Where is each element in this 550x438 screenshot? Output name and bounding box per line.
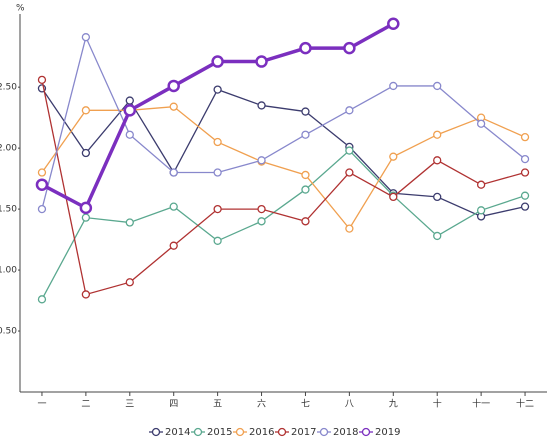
data-point	[37, 168, 47, 177]
data-point	[345, 106, 354, 115]
series-line	[41, 106, 526, 230]
data-point	[257, 204, 266, 214]
data-point	[125, 96, 134, 105]
legend-marker	[193, 427, 203, 437]
y-axis-label: %	[16, 4, 25, 14]
data-point	[213, 137, 222, 147]
data-point	[211, 55, 224, 68]
x-tick-label: 五	[213, 400, 222, 410]
x-tick-label: 十一	[472, 398, 490, 410]
data-point	[81, 290, 91, 299]
data-point	[301, 170, 310, 180]
data-point	[213, 236, 222, 245]
y-tick-label: 2.00	[0, 144, 17, 154]
data-point	[255, 55, 268, 68]
data-point	[343, 41, 356, 55]
legend-label: 2016	[249, 427, 274, 438]
data-point	[389, 152, 398, 161]
legend-label: 2018	[333, 427, 358, 438]
data-point	[169, 241, 178, 250]
data-point	[81, 106, 91, 115]
data-point	[79, 201, 93, 215]
data-point	[35, 178, 49, 191]
data-point	[433, 156, 442, 165]
data-point	[81, 148, 91, 158]
x-tick-label: 一	[37, 400, 46, 410]
series-line	[41, 79, 526, 296]
legend-marker	[151, 427, 161, 437]
data-point	[125, 130, 134, 139]
data-point	[301, 217, 310, 226]
series-line	[41, 149, 526, 300]
data-point	[299, 41, 312, 55]
data-point	[476, 206, 486, 215]
data-point	[433, 81, 442, 91]
data-point	[301, 107, 310, 116]
data-point	[125, 278, 134, 287]
data-point	[345, 168, 354, 177]
data-point	[123, 104, 137, 117]
legend: 2014 2015 2016 2017 2018 2019	[149, 427, 400, 438]
y-tick-label: 1.50	[0, 205, 17, 215]
data-point	[520, 154, 530, 164]
legend-marker	[235, 427, 245, 437]
legend-marker	[319, 427, 329, 437]
y-tick-label: 0.50	[0, 327, 17, 337]
x-tick-label: 三	[125, 400, 134, 410]
legend-marker	[361, 427, 371, 437]
data-point	[257, 156, 266, 165]
series-line	[41, 35, 526, 210]
data-point	[125, 218, 134, 227]
data-point	[433, 231, 442, 241]
data-point	[37, 204, 47, 214]
data-point	[520, 168, 530, 177]
legend-marker	[277, 427, 287, 437]
data-point	[387, 17, 400, 31]
x-tick-label: 七	[301, 399, 310, 410]
data-point	[433, 192, 442, 202]
data-point	[433, 130, 442, 139]
x-tick-label: 二	[81, 400, 90, 410]
data-point	[169, 202, 178, 211]
data-point	[169, 168, 178, 177]
data-point	[167, 79, 180, 93]
data-point	[37, 75, 47, 84]
data-point	[301, 185, 310, 194]
data-point	[345, 224, 354, 233]
data-point	[81, 213, 91, 222]
data-point	[520, 133, 530, 142]
data-point	[389, 192, 398, 202]
data-point	[520, 191, 530, 200]
x-tick-label: 十二	[516, 398, 534, 410]
data-point	[301, 130, 310, 139]
legend-label: 2017	[291, 427, 316, 438]
series-line	[41, 88, 526, 218]
data-point	[476, 180, 486, 189]
data-point	[257, 217, 266, 226]
data-point	[213, 168, 222, 177]
legend-label: 2014	[165, 427, 190, 438]
x-tick-label: 四	[169, 400, 178, 410]
x-tick-label: 九	[389, 399, 398, 410]
y-tick-label: 1.00	[0, 266, 17, 276]
y-tick-label: 2.50	[0, 83, 17, 93]
legend-label: 2019	[375, 427, 400, 438]
data-point	[37, 295, 47, 304]
legend-label: 2015	[207, 427, 232, 438]
data-point	[213, 204, 222, 214]
x-tick-label: 十	[433, 398, 442, 410]
x-tick-label: 八	[345, 400, 354, 410]
data-point	[169, 102, 178, 111]
data-point	[345, 146, 354, 155]
data-point	[213, 85, 222, 94]
data-point	[389, 81, 398, 91]
data-point	[257, 101, 266, 110]
data-point	[476, 119, 486, 128]
data-point	[81, 33, 91, 42]
x-tick-label: 六	[257, 398, 266, 410]
data-point	[520, 202, 530, 211]
